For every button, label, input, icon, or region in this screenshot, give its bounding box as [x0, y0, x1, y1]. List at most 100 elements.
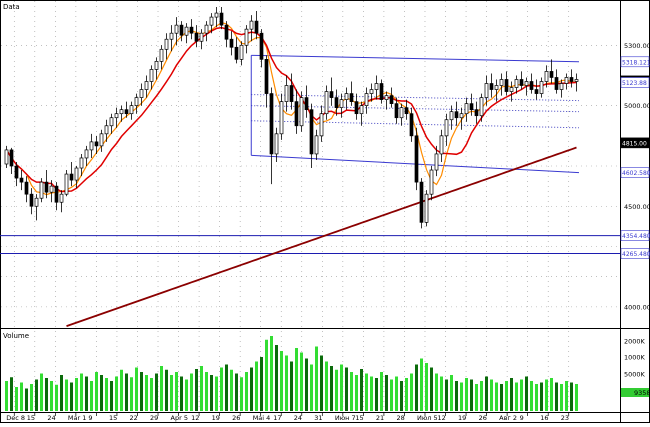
volume-bar: [465, 378, 468, 411]
candle: [279, 93, 284, 140]
volume-bar: [50, 381, 53, 411]
candle-body: [14, 165, 19, 179]
candle: [294, 89, 299, 134]
volume-bar: [30, 384, 33, 411]
volume-bar: [165, 369, 168, 411]
candle: [44, 170, 49, 199]
volume-bar: [40, 373, 43, 411]
candle-body: [254, 20, 259, 34]
volume-bar: [110, 381, 113, 411]
price-marker-label: 5123.88: [622, 80, 647, 87]
volume-bar: [380, 372, 383, 411]
candle: [504, 71, 509, 96]
candle: [284, 75, 289, 112]
volume-bar: [410, 373, 413, 411]
volume-bar: [180, 376, 183, 411]
candle: [84, 145, 89, 167]
volume-bar: [565, 381, 568, 411]
candle-body: [559, 83, 564, 90]
candle: [389, 87, 394, 108]
candle: [409, 107, 414, 142]
volume-bar: [395, 376, 398, 411]
candle-body: [459, 113, 464, 119]
candle-body: [429, 169, 434, 195]
candle: [364, 87, 369, 114]
x-tick-label: 9: [520, 414, 524, 422]
candle-body: [484, 83, 489, 98]
candle: [569, 69, 574, 88]
volume-bars: [5, 336, 578, 411]
volume-bar: [35, 379, 38, 411]
candle-body: [219, 12, 224, 26]
candle-body: [489, 83, 494, 90]
volume-bar: [245, 372, 248, 411]
candle-body: [234, 46, 239, 60]
candle-body: [229, 38, 234, 48]
candle-body: [349, 93, 354, 102]
volume-bar: [320, 355, 323, 411]
volume-bar: [95, 372, 98, 411]
volume-bar: [415, 364, 418, 411]
candle: [174, 17, 179, 46]
volume-last-label: 9358: [634, 389, 650, 397]
candle: [319, 105, 324, 142]
candle-body: [374, 83, 379, 90]
candle: [199, 29, 204, 50]
x-tick-label: 12: [191, 414, 199, 422]
candle: [289, 73, 294, 110]
candle: [464, 97, 469, 122]
candle-body: [469, 103, 474, 111]
candle: [469, 93, 474, 116]
price-markers: 5318.12155123.005123.884815.004602.58004…: [620, 56, 650, 259]
volume-bar: [305, 358, 308, 411]
volume-bar: [290, 361, 293, 411]
x-tick-label: 9: [88, 414, 92, 422]
candle: [549, 59, 554, 84]
volume-bar: [65, 379, 68, 411]
volume-bar: [105, 378, 108, 411]
candle: [19, 170, 24, 191]
price-marker: 5123.88: [620, 77, 650, 88]
candle-body: [84, 149, 89, 159]
candle: [334, 89, 339, 116]
x-tick-label: 24: [47, 414, 55, 422]
candle-body: [314, 135, 319, 155]
candle: [94, 135, 99, 154]
candle: [189, 19, 194, 40]
price-panel-title: Data: [3, 3, 20, 11]
volume-bar: [160, 366, 163, 411]
candle: [344, 87, 349, 110]
volume-panel-title: Volume: [3, 332, 29, 340]
candle: [144, 75, 149, 98]
volume-bar: [515, 382, 518, 411]
candle: [184, 23, 189, 44]
candle-body: [184, 26, 189, 36]
panel-titles: Data Volume: [3, 3, 29, 340]
volume-bar: [70, 382, 73, 411]
channel-mid-line: [251, 120, 580, 129]
candle: [524, 77, 529, 96]
candle-body: [454, 111, 459, 119]
volume-bar: [350, 372, 353, 411]
candle: [4, 145, 9, 169]
candle: [269, 87, 274, 185]
candle-body: [444, 119, 449, 137]
volume-bar: [310, 364, 313, 411]
candle: [39, 178, 44, 203]
x-tick-label: 31: [314, 414, 322, 422]
candle: [124, 101, 129, 118]
x-tick-label: 16: [540, 414, 548, 422]
volume-bar: [135, 367, 138, 411]
candle: [34, 194, 39, 221]
volume-bar: [360, 369, 363, 411]
candle: [489, 73, 494, 98]
volume-bar: [275, 345, 278, 411]
candle: [479, 93, 484, 122]
grid: [1, 1, 618, 411]
volume-bar: [425, 363, 428, 411]
price-marker: 4602.5800: [620, 167, 650, 178]
volume-bar: [570, 382, 573, 411]
y-tick-label: 5300.00: [624, 42, 650, 50]
